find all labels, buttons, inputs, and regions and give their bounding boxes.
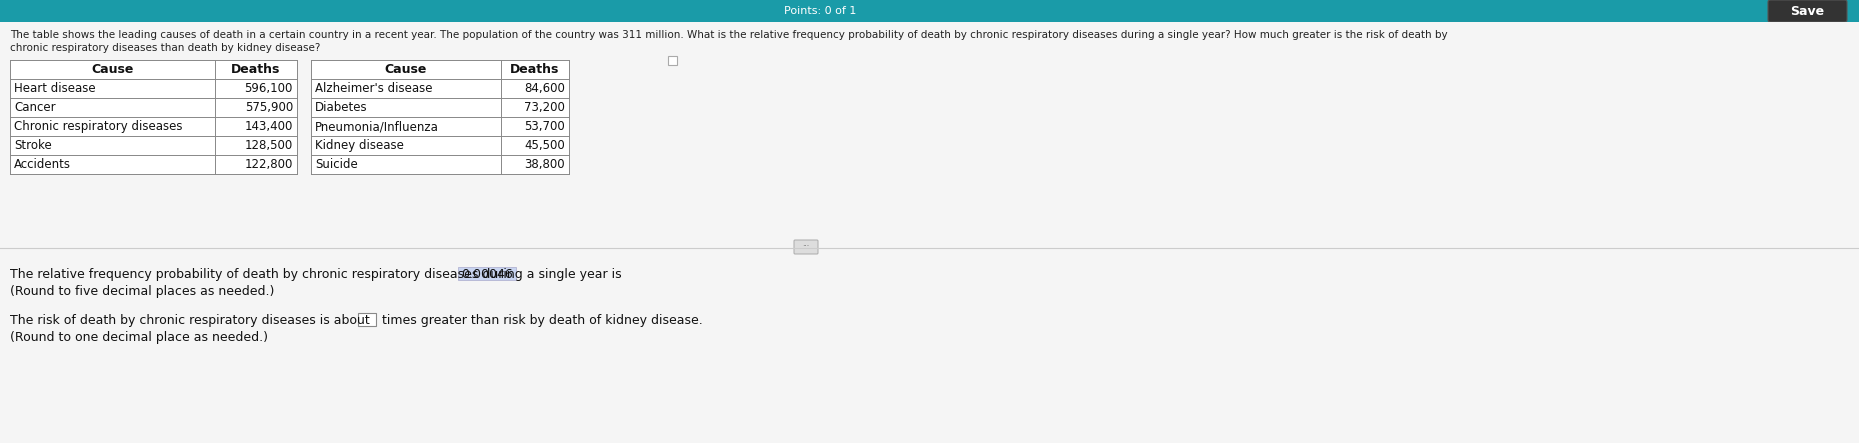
Text: Stroke: Stroke xyxy=(15,139,52,152)
Text: 53,700: 53,700 xyxy=(524,120,565,133)
Text: Kidney disease: Kidney disease xyxy=(314,139,403,152)
FancyBboxPatch shape xyxy=(794,240,818,254)
Text: Heart disease: Heart disease xyxy=(15,82,95,95)
Text: (Round to five decimal places as needed.): (Round to five decimal places as needed.… xyxy=(9,285,275,298)
Bar xyxy=(667,56,677,65)
Text: Deaths: Deaths xyxy=(231,63,281,76)
Text: Diabetes: Diabetes xyxy=(314,101,368,114)
Text: 128,500: 128,500 xyxy=(245,139,294,152)
Bar xyxy=(0,0,1859,22)
Text: Cause: Cause xyxy=(385,63,428,76)
Text: Cancer: Cancer xyxy=(15,101,56,114)
Bar xyxy=(359,313,376,326)
Text: Deaths: Deaths xyxy=(511,63,560,76)
Text: Chronic respiratory diseases: Chronic respiratory diseases xyxy=(15,120,182,133)
Text: Accidents: Accidents xyxy=(15,158,71,171)
Text: times greater than risk by death of kidney disease.: times greater than risk by death of kidn… xyxy=(377,314,703,327)
Text: 575,900: 575,900 xyxy=(245,101,294,114)
Text: 84,600: 84,600 xyxy=(524,82,565,95)
Bar xyxy=(457,267,517,280)
Text: Alzheimer's disease: Alzheimer's disease xyxy=(314,82,433,95)
Text: 122,800: 122,800 xyxy=(245,158,294,171)
Bar xyxy=(9,60,297,174)
Text: 38,800: 38,800 xyxy=(524,158,565,171)
Text: Cause: Cause xyxy=(91,63,134,76)
Text: The relative frequency probability of death by chronic respiratory diseases duri: The relative frequency probability of de… xyxy=(9,268,626,281)
Text: 143,400: 143,400 xyxy=(245,120,294,133)
Text: The risk of death by chronic respiratory diseases is about: The risk of death by chronic respiratory… xyxy=(9,314,374,327)
FancyBboxPatch shape xyxy=(1768,0,1848,22)
Text: 596,100: 596,100 xyxy=(245,82,294,95)
Text: 45,500: 45,500 xyxy=(524,139,565,152)
Text: Suicide: Suicide xyxy=(314,158,357,171)
Text: The table shows the leading causes of death in a certain country in a recent yea: The table shows the leading causes of de… xyxy=(9,30,1448,40)
Text: 0.00046: 0.00046 xyxy=(461,268,513,280)
Text: Pneumonia/Influenza: Pneumonia/Influenza xyxy=(314,120,439,133)
Text: Points: 0 of 1: Points: 0 of 1 xyxy=(784,6,857,16)
Text: 73,200: 73,200 xyxy=(524,101,565,114)
Text: ···: ··· xyxy=(803,242,809,252)
Bar xyxy=(310,60,569,174)
Text: (Round to one decimal place as needed.): (Round to one decimal place as needed.) xyxy=(9,331,268,344)
Text: chronic respiratory diseases than death by kidney disease?: chronic respiratory diseases than death … xyxy=(9,43,320,53)
Text: Save: Save xyxy=(1790,4,1824,18)
